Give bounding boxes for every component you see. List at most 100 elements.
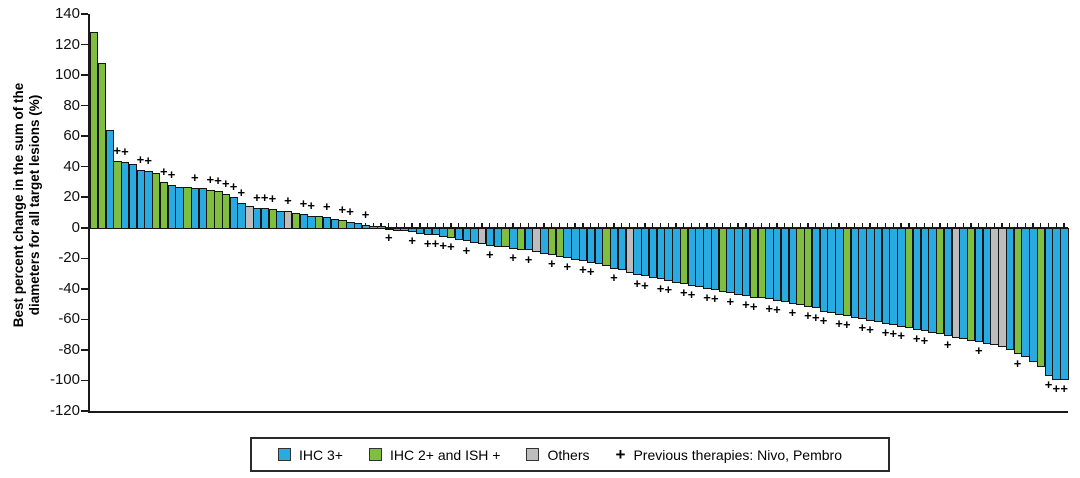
patient-x-tick [807, 222, 809, 228]
previous-therapy-plus-marker: + [633, 276, 641, 292]
patient-x-tick [706, 222, 708, 228]
patient-x-tick [667, 222, 669, 228]
previous-therapy-plus-marker: + [656, 280, 665, 296]
patient-x-tick [768, 222, 770, 228]
y-tick-mark [81, 288, 88, 290]
patient-x-tick [683, 222, 685, 228]
y-tick-label: -100 [49, 371, 80, 389]
previous-therapy-plus-marker: + [167, 167, 176, 182]
previous-therapy-plus-marker: + [268, 191, 277, 207]
previous-therapy-plus-marker: + [346, 203, 354, 219]
patient-x-tick [496, 222, 499, 228]
y-tick-mark [81, 257, 88, 260]
y-tick-label: -60 [58, 310, 80, 328]
patient-x-tick [659, 222, 662, 228]
patient-x-tick [923, 222, 926, 228]
patient-x-tick [613, 222, 615, 228]
legend-label-ihc3: IHC 3+ [299, 446, 343, 463]
patient-x-tick [558, 222, 561, 228]
patient-x-tick [621, 222, 623, 228]
y-tick-label: 140 [54, 5, 80, 22]
patient-x-tick [419, 222, 421, 228]
patient-x-tick [954, 222, 957, 228]
y-tick-mark [81, 196, 88, 199]
y-tick-mark [81, 165, 88, 168]
patient-x-tick [931, 222, 933, 228]
patient-x-tick [1024, 222, 1026, 228]
previous-therapy-plus-marker: + [842, 317, 851, 333]
patient-x-tick [978, 222, 980, 228]
y-tick-label: 0 [71, 218, 80, 236]
patient-x-tick [543, 222, 545, 228]
patient-x-tick [636, 222, 638, 228]
patient-x-tick [403, 222, 405, 228]
previous-therapy-plus-marker: + [361, 206, 370, 222]
patient-x-tick [869, 222, 871, 228]
patient-x-tick [1063, 222, 1065, 228]
previous-therapy-plus-marker: + [253, 189, 261, 205]
previous-therapy-plus-marker: + [858, 320, 867, 336]
y-tick-label: -120 [49, 402, 80, 419]
legend-label-ihc2-ish: IHC 2+ and ISH + [389, 446, 501, 463]
previous-therapy-plus-marker: + [299, 196, 308, 212]
patient-x-tick [908, 222, 910, 228]
y-tick-mark [81, 379, 88, 382]
legend-label-previous-therapies: Previous therapies: Nivo, Pembro [633, 446, 842, 463]
patient-x-tick [652, 222, 654, 228]
previous-therapy-plus-marker: + [439, 237, 447, 253]
patient-x-tick [582, 222, 584, 228]
previous-therapy-plus-marker: + [222, 176, 230, 192]
plot-area: + + + + + + + + + + + + + + + + + + + + + + + + + + + + + + + + + + + + + + + +… [88, 14, 1069, 413]
previous-therapy-plus-marker: + [322, 199, 331, 215]
previous-therapy-plus-marker: + [912, 331, 921, 347]
patient-x-tick [489, 222, 491, 228]
patient-x-tick [1047, 222, 1050, 228]
previous-therapy-plus-marker: + [819, 312, 828, 328]
patient-x-tick [388, 222, 390, 228]
previous-therapy-plus-marker: + [206, 171, 215, 187]
y-tick-mark [81, 13, 88, 15]
previous-therapy-plus-marker: + [742, 297, 750, 313]
y-tick-mark [81, 318, 88, 321]
y-tick-label: 80 [63, 96, 80, 114]
patient-x-tick [900, 222, 902, 228]
patient-x-tick [566, 222, 568, 228]
previous-therapy-plus-marker: + [811, 309, 820, 325]
patient-x-tick [1032, 222, 1034, 228]
patient-x-tick [574, 222, 576, 228]
patient-x-tick [1040, 222, 1042, 228]
patient-x-tick [675, 222, 677, 228]
legend-item-ihc2-ish: IHC 2+ and ISH + [368, 446, 501, 463]
patient-x-tick [737, 222, 739, 228]
previous-therapy-plus-marker: + [579, 262, 587, 278]
y-tick-label: 60 [63, 127, 80, 145]
patient-x-tick [799, 222, 801, 228]
previous-therapy-plus-marker: + [385, 230, 393, 246]
patient-x-tick [915, 222, 918, 228]
y-tick-label: 120 [54, 35, 80, 53]
patient-x-tick [628, 222, 631, 228]
patient-x-tick [597, 222, 600, 228]
patient-x-tick [644, 222, 646, 228]
patient-x-tick [411, 222, 413, 228]
previous-therapy-plus-marker: + [136, 151, 145, 167]
y-tick-mark [81, 43, 88, 46]
previous-therapy-plus-marker: + [229, 179, 238, 195]
previous-therapy-plus-marker: + [687, 286, 696, 302]
patient-x-tick [877, 222, 879, 228]
previous-therapy-plus-marker: + [866, 321, 874, 337]
previous-therapy-plus-marker: + [563, 259, 572, 275]
patient-x-tick [1055, 222, 1057, 228]
patient-x-tick [822, 222, 825, 228]
patient-x-tick [791, 222, 794, 228]
y-tick-mark [81, 410, 88, 412]
previous-therapy-plus-marker: + [974, 343, 983, 359]
bar [1060, 227, 1069, 381]
patient-x-tick [815, 222, 817, 228]
patient-x-tick [838, 222, 840, 228]
previous-therapy-plus-marker: + [509, 250, 517, 266]
previous-therapy-plus-marker: + [1060, 381, 1068, 397]
patient-x-tick [512, 222, 514, 228]
y-tick-label: -80 [58, 340, 80, 358]
